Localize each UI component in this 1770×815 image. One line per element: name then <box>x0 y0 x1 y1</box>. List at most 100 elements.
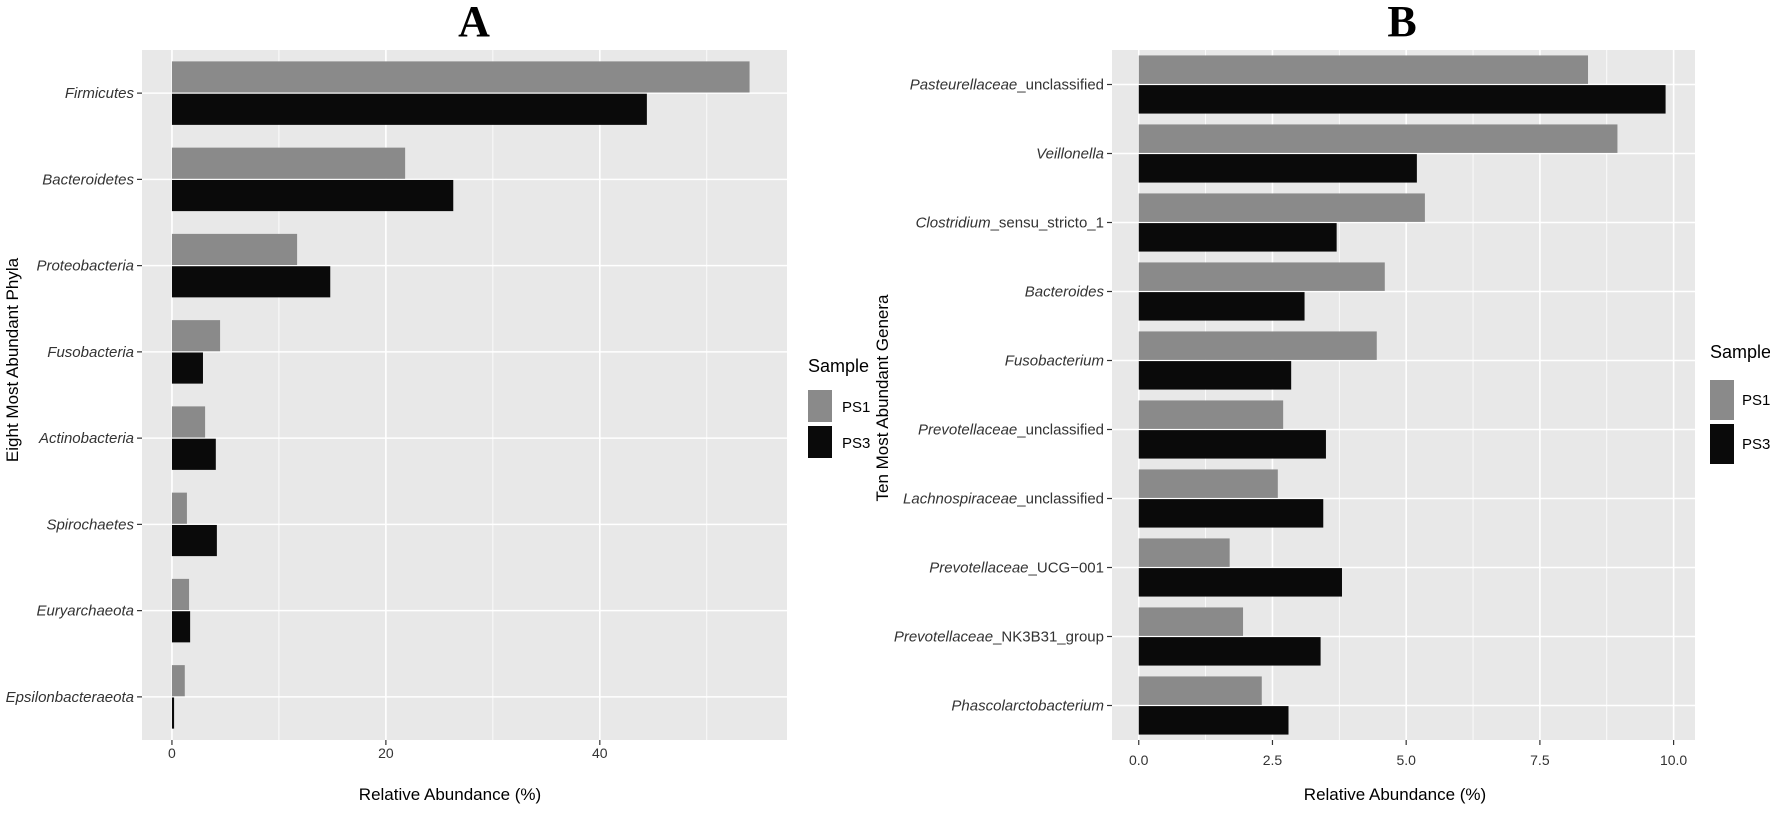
panel-a-x-axis-title: Relative Abundance (%) <box>359 785 541 804</box>
panel-b-bar-ps3: PS3: 3.4 <box>1138 637 1321 666</box>
panel-b-category-label: Pasteurellaceae_unclassified <box>910 77 1104 94</box>
panel-b-legend-swatch-ps1 <box>1710 380 1734 420</box>
panel-b-bar-ps3: PS3: 3.1 <box>1138 292 1305 321</box>
panel-a-category-label: Actinobacteria <box>38 430 134 447</box>
panel-b-category-label-part: _NK3B31_group <box>992 629 1104 646</box>
panel-a-category-label-part: Spirochaetes <box>46 516 134 533</box>
panel-a-category-label: Epsilonbacteraeota <box>6 689 134 706</box>
panel-b-category-label-part: _unclassified <box>1016 77 1104 94</box>
panel-a-bar-ps3: PS3: 4.2 <box>171 524 217 557</box>
panel-a-category-label-part: Fusobacteria <box>47 344 134 361</box>
panel-a-category-label-part: Actinobacteria <box>38 430 134 447</box>
panel-b-category-label: Fusobacterium <box>1005 353 1104 370</box>
panel-b-category-label-part: Prevotellaceae <box>918 422 1017 439</box>
panel-b-x-tick-label: 10.0 <box>1660 752 1687 768</box>
panel-b-category-label-part: Pasteurellaceae <box>910 77 1018 94</box>
panel-a-y-axis-title: Eight Most Abundant Phyla <box>3 257 22 462</box>
panel-a-category-label: Spirochaetes <box>46 516 134 533</box>
panel-a-bar-ps3: PS3: 1.7 <box>171 611 191 643</box>
panel-a-x-tick-label: 40 <box>592 745 608 761</box>
panel-a-legend-swatch-ps1 <box>808 390 832 422</box>
panel-a-legend-label-ps1: PS1 <box>842 399 870 416</box>
panel-b-bar-ps1: PS1: 4.6 <box>1138 262 1385 291</box>
panel-a-bar-ps3: PS3: 14.8 <box>171 266 331 298</box>
panel-b-category-label-part: Prevotellaceae <box>929 560 1028 577</box>
panel-a-bar-ps1: PS1: 3.1 <box>171 406 206 438</box>
panel-b-bar-ps1: PS1: 4.45 <box>1138 331 1377 360</box>
panel-a-bar-ps3: PS3: 0.2 <box>171 697 175 729</box>
panel-a-bar-ps3: PS3: 44.4 <box>171 93 647 125</box>
panel-b-bar-ps1: PS1: 5.35 <box>1138 193 1425 222</box>
panel-a-bar-ps1: PS1: 21.8 <box>171 147 406 179</box>
panel-b-bar-ps1: PS1: 1.7 <box>1138 538 1230 567</box>
panel-a-bar-ps1: PS1: 54 <box>171 61 750 93</box>
panel-a-legend-swatch-ps3 <box>808 426 832 458</box>
panel-b-category-label-part: Lachnospiraceae <box>903 491 1017 508</box>
panel-a-category-label-part: Euryarchaeota <box>36 603 134 620</box>
panel-b-category-label: Phascolarctobacterium <box>951 698 1104 715</box>
panel-b-category-label: Prevotellaceae_unclassified <box>918 422 1104 439</box>
panel-b-category-label-part: _unclassified <box>1016 422 1104 439</box>
panel-a-legend-label-ps3: PS3 <box>842 435 870 452</box>
panel-b-bar-ps3: PS3: 2.85 <box>1138 361 1292 390</box>
panel-b-category-label-part: _UCG−001 <box>1028 560 1104 577</box>
panel-b-category-label-part: Fusobacterium <box>1005 353 1104 370</box>
panel-b-x-tick-label: 5.0 <box>1396 752 1416 768</box>
panel-b-bar-ps3: PS3: 3.5 <box>1138 430 1326 459</box>
panel-b-category-label: Prevotellaceae_UCG−001 <box>929 560 1104 577</box>
panel-b-category-label: Lachnospiraceae_unclassified <box>903 491 1104 508</box>
panel-a-label: A <box>458 0 490 46</box>
panel-b-x-tick-label: 0.0 <box>1129 752 1149 768</box>
panel-b-category-label-part: _sensu_stricto_1 <box>990 215 1104 232</box>
panel-b-y-axis-title: Ten Most Abundant Genera <box>873 294 892 502</box>
panel-a-category-label-part: Epsilonbacteraeota <box>6 689 134 706</box>
panel-b-x-tick-label: 2.5 <box>1263 752 1283 768</box>
panel-b-bar-ps3: PS3: 2.8 <box>1138 706 1289 735</box>
panel-b-category-label-part: Veillonella <box>1036 146 1104 163</box>
panel-a: 0 20 40 Firmicutes PS1: 54PS3: 44.4 Bacteroid… <box>3 0 870 804</box>
panel-a-category-label-part: Firmicutes <box>65 85 135 102</box>
panel-b-category-label: Clostridium_sensu_stricto_1 <box>916 215 1104 232</box>
panel-b-bar-ps3: PS3: 3.45 <box>1138 499 1324 528</box>
panel-b-bar-ps3: PS3: 9.85 <box>1138 85 1666 114</box>
panel-b-bar-ps3: PS3: 3.7 <box>1138 223 1337 252</box>
panel-b-legend-swatch-ps3 <box>1710 424 1734 464</box>
panel-b-x-axis-title: Relative Abundance (%) <box>1304 785 1486 804</box>
panel-a-bar-ps3: PS3: 2.9 <box>171 352 203 384</box>
panel-b-category-label-part: Bacteroides <box>1025 284 1105 301</box>
panel-a-bar-ps1: PS1: 1.2 <box>171 665 185 697</box>
panel-a-bar-ps1: PS1: 11.7 <box>171 233 298 266</box>
panel-a-legend-title: Sample <box>808 356 869 376</box>
panel-a-category-label: Euryarchaeota <box>36 603 134 620</box>
panel-b-category-label: Bacteroides <box>1025 284 1105 301</box>
panel-b-category-label: Veillonella <box>1036 146 1104 163</box>
panel-b: 0.0 2.5 5.0 7.5 10.0Pasteurellaceae_unclassi… <box>873 0 1770 804</box>
panel-a-category-label: Fusobacteria <box>47 344 134 361</box>
panel-b-category-label-part: Clostridium <box>916 215 991 232</box>
panel-b-legend-title: Sample <box>1710 342 1770 362</box>
panel-a-bar-ps1: PS1: 1.6 <box>171 578 190 611</box>
panel-a-category-label-part: Proteobacteria <box>36 258 134 275</box>
panel-a-category-label: Bacteroidetes <box>42 171 134 188</box>
panel-b-category-label-part: Phascolarctobacterium <box>951 698 1104 715</box>
panel-b-category-label-part: _unclassified <box>1016 491 1104 508</box>
panel-b-category-label: Prevotellaceae_NK3B31_group <box>894 629 1104 646</box>
panel-b-bar-ps1: PS1: 2.3 <box>1138 676 1262 705</box>
panel-b-label: B <box>1387 0 1416 46</box>
panel-b-x-tick-label: 7.5 <box>1530 752 1550 768</box>
panel-b-category-label-part: Prevotellaceae <box>894 629 993 646</box>
panel-b-bar-ps1: PS1: 2.6 <box>1138 469 1278 498</box>
panel-b-legend-label-ps3: PS3 <box>1742 436 1770 453</box>
panel-a-category-label: Firmicutes <box>65 85 135 102</box>
panel-a-bar-ps1: PS1: 1.4 <box>171 492 187 524</box>
panel-a-x-tick-label: 20 <box>378 745 394 761</box>
panel-b-bar-ps1: PS1: 1.95 <box>1138 607 1244 636</box>
panel-b-legend-label-ps1: PS1 <box>1742 392 1770 409</box>
panel-a-bar-ps1: PS1: 4.5 <box>171 320 221 352</box>
panel-a-category-label: Proteobacteria <box>36 258 134 275</box>
panel-b-bar-ps1: PS1: 2.7 <box>1138 400 1284 429</box>
panel-a-x-tick-label: 0 <box>168 745 176 761</box>
panel-a-bar-ps3: PS3: 26.3 <box>171 179 454 212</box>
panel-b-bar-ps1: PS1: 8.95 <box>1138 124 1618 153</box>
